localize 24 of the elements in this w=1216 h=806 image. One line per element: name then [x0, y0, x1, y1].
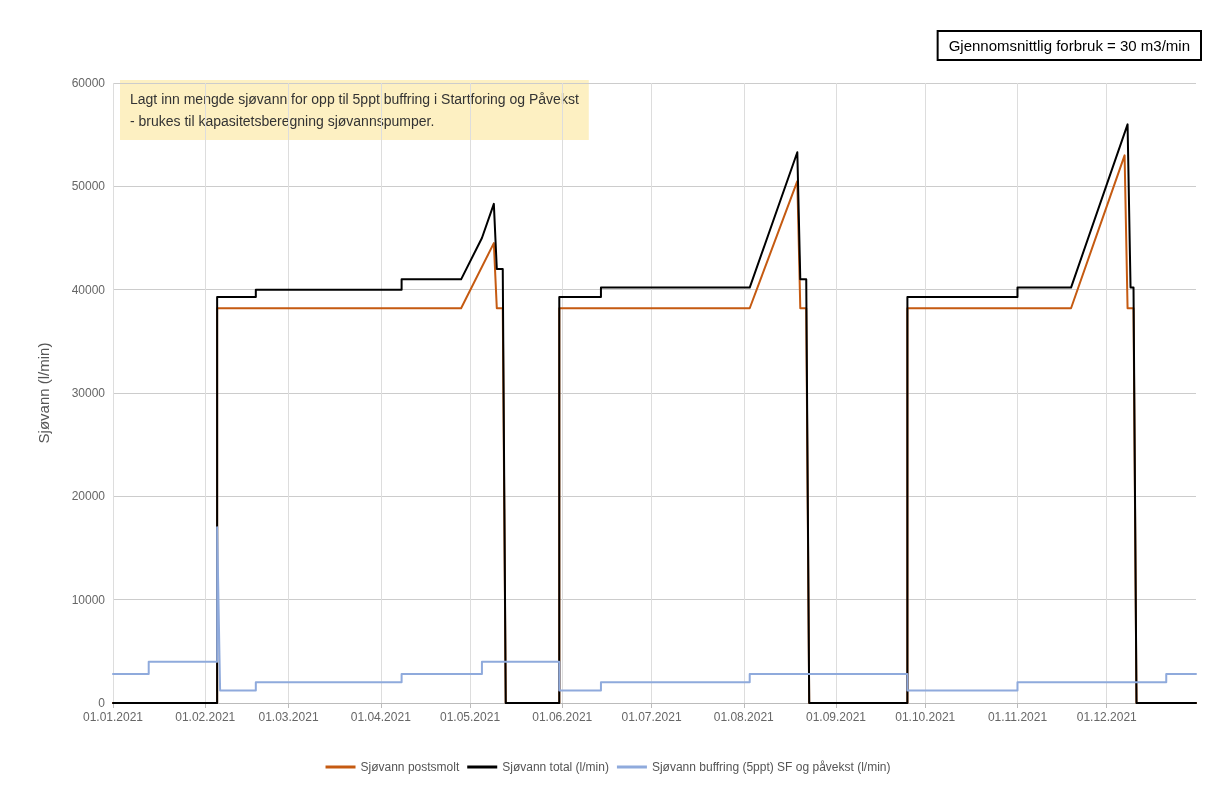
y-tick-label: 20000: [71, 489, 106, 504]
x-tick-label: 01.08.2021: [713, 710, 775, 724]
x-tick-label: 01.02.2021: [175, 710, 236, 724]
y-tick-label: 40000: [71, 282, 106, 297]
y-tick-label: 60000: [71, 76, 106, 90]
x-tick-label: 01.12.2021: [1076, 710, 1138, 724]
y-tick-label: 50000: [71, 179, 106, 194]
x-tick-label: 01.05.2021: [440, 710, 501, 724]
x-tick-label: 01.04.2021: [350, 710, 412, 724]
legend-label: Sjøvann total (l/min): [502, 760, 609, 774]
y-axis-title: Sjøvann (l/min): [35, 342, 52, 444]
y-tick-label: 0: [98, 696, 106, 710]
x-tick-label: 01.07.2021: [621, 710, 682, 724]
x-tick-label: 01.01.2021: [82, 710, 144, 724]
x-tick-label: 01.09.2021: [805, 710, 867, 724]
legend-label: Sjøvann postsmolt: [360, 760, 460, 774]
x-tick-label: 01.03.2021: [258, 710, 319, 724]
x-tick-label: 01.11.2021: [987, 710, 1048, 724]
y-tick-label: 10000: [71, 592, 106, 607]
text: Gjennomsnittlig forbruk = 30 m3/min: [948, 37, 1190, 54]
y-tick-label: 30000: [71, 386, 106, 400]
x-tick-label: 01.10.2021: [895, 710, 956, 724]
x-tick-label: 01.06.2021: [532, 710, 593, 724]
legend-label: Sjøvann buffring (5ppt) SF og påvekst (l/min): [651, 760, 891, 774]
